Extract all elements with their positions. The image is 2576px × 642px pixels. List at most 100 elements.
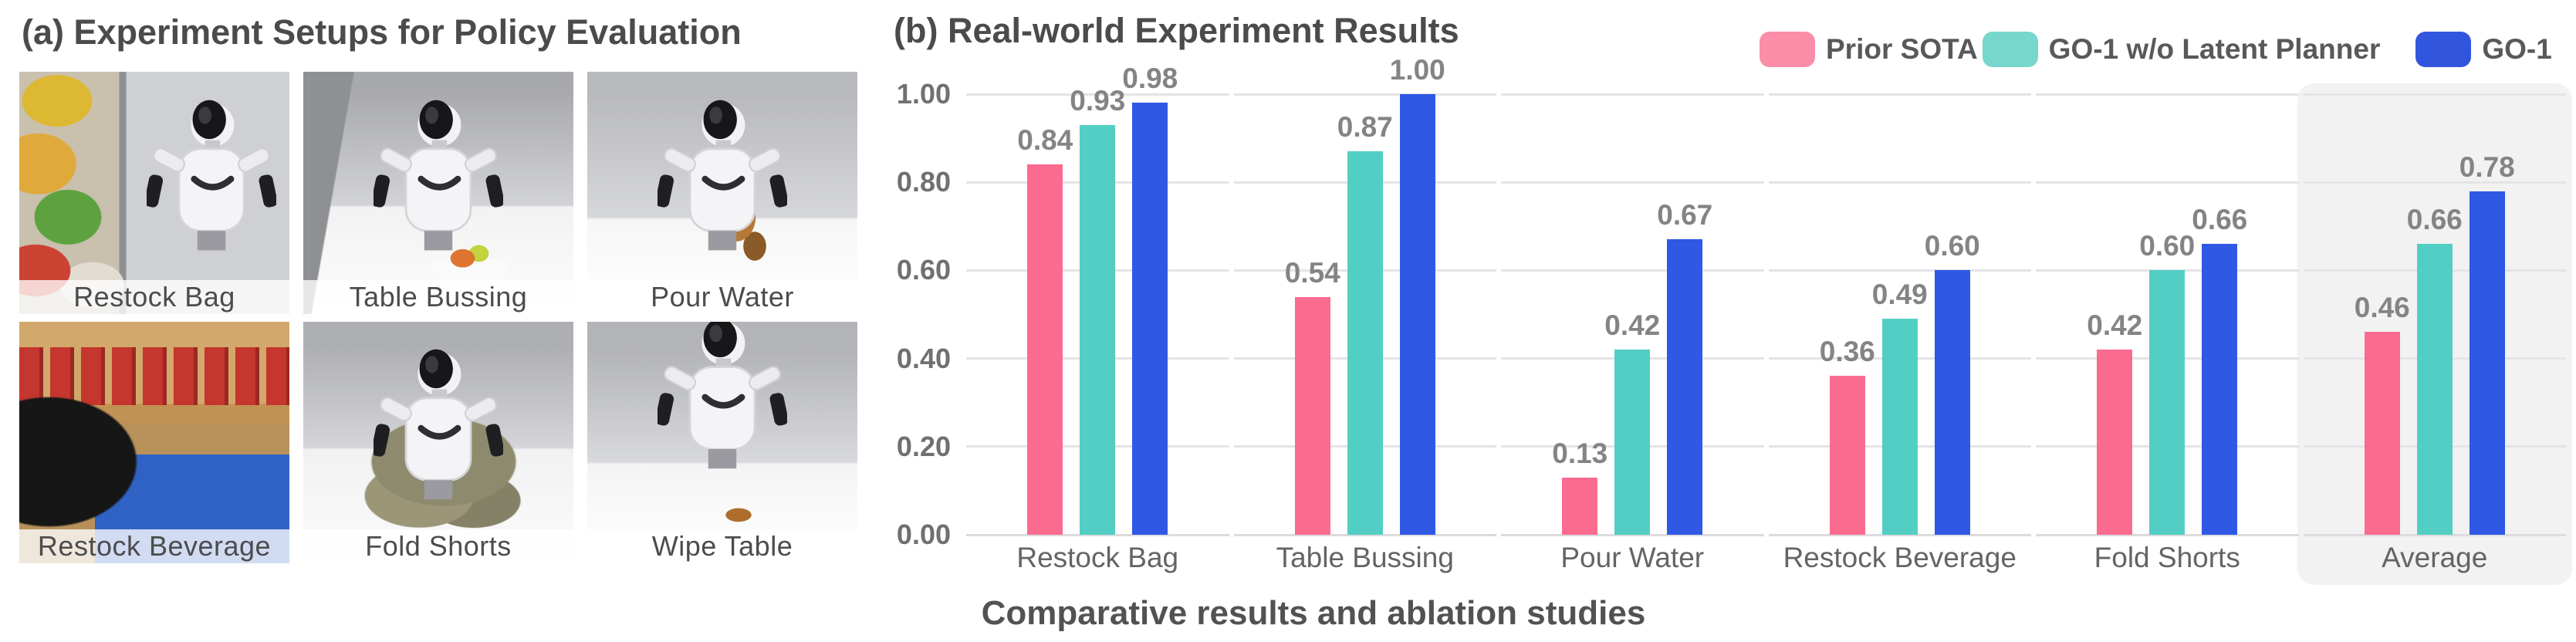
category-panel: 0.36 0.49 0.60 — [1768, 93, 2031, 536]
category-label: Fold Shorts — [2094, 542, 2240, 573]
bar — [1829, 376, 1865, 535]
bar-value-label: 0.60 — [2139, 230, 2196, 262]
photo-label: Restock Beverage — [19, 529, 289, 563]
bar-value-label: 0.66 — [2406, 204, 2463, 236]
section-b-title: (b) Real-world Experiment Results — [894, 11, 1459, 50]
bar — [1934, 270, 1970, 535]
experiment-photo-grid: Restock Bag Table Bussing Pour Water Restoc… — [19, 72, 857, 563]
robot-icon — [374, 84, 503, 263]
gridline — [966, 93, 1229, 96]
category-panel: 0.42 0.60 0.66 — [2036, 93, 2299, 536]
photo-label: Restock Bag — [19, 279, 289, 314]
bar — [2202, 244, 2238, 535]
photo-label: Pour Water — [587, 279, 857, 314]
category-panel: 0.84 0.93 0.98 — [966, 63, 1229, 536]
x-axis-line — [1768, 533, 2031, 536]
robot-icon — [374, 333, 503, 512]
bar — [1294, 296, 1330, 535]
bar — [1080, 124, 1116, 535]
photo-label: Fold Shorts — [303, 529, 573, 563]
x-axis-line — [2303, 533, 2566, 536]
gridline — [1768, 93, 2031, 96]
gridline — [2036, 269, 2299, 272]
gridline — [1768, 269, 2031, 272]
bar-value-label: 0.66 — [2192, 204, 2248, 236]
x-axis-line — [966, 533, 1229, 536]
experiment-photo: Restock Beverage — [19, 321, 289, 563]
gridline — [1501, 93, 1764, 96]
y-axis-tick: 1.00 — [896, 78, 951, 110]
category-label: Pour Water — [1560, 542, 1705, 573]
legend-swatch — [1760, 32, 1815, 67]
gridline — [1233, 93, 1496, 96]
bar-value-label: 0.42 — [1604, 309, 1661, 342]
bar — [2097, 350, 2133, 535]
experiment-photo: Wipe Table — [587, 321, 857, 563]
gridline — [2303, 93, 2566, 96]
gridline — [2036, 93, 2299, 96]
bar — [2469, 191, 2505, 535]
x-axis-line — [1233, 533, 1496, 536]
category-label: Table Bussing — [1276, 542, 1454, 573]
gridline — [2303, 181, 2566, 184]
experiment-photo: Pour Water — [587, 72, 857, 314]
gridline — [1768, 181, 2031, 184]
category-label: Restock Bag — [1016, 542, 1179, 573]
legend-label: Prior SOTA — [1826, 33, 1978, 65]
robot-icon — [658, 84, 787, 263]
legend-item: GO-1 w/o Latent Planner — [1982, 32, 2381, 67]
bar — [2149, 270, 2186, 535]
bar — [1347, 151, 1383, 535]
bar — [2364, 332, 2400, 535]
chart-caption: Comparative results and ablation studies — [981, 594, 1646, 632]
x-axis-line — [2036, 533, 2299, 536]
bar-value-label: 0.93 — [1070, 84, 1126, 117]
bar — [1881, 319, 1918, 535]
chart-legend: Prior SOTA GO-1 w/o Latent Planner GO-1 — [1760, 31, 2552, 68]
bar — [1399, 94, 1435, 535]
bar-value-label: 0.78 — [2459, 150, 2515, 183]
bar-value-label: 0.84 — [1017, 124, 1073, 157]
category-panel: 0.13 0.42 0.67 — [1501, 93, 1764, 536]
bar-value-label: 0.42 — [2087, 309, 2143, 342]
legend-item: GO-1 — [2415, 32, 2552, 67]
bar-value-label: 0.87 — [1337, 111, 1393, 144]
gridline — [2036, 181, 2299, 184]
bar — [1562, 477, 1598, 535]
robot-icon — [147, 84, 276, 263]
category-panel: 0.46 0.66 0.78 — [2303, 93, 2566, 536]
bar-value-label: 0.60 — [1924, 230, 1980, 262]
gridline — [1501, 181, 1764, 184]
category-panel: 0.54 0.87 1.00 — [1233, 54, 1496, 536]
legend-label: GO-1 — [2482, 33, 2552, 65]
y-axis-tick: 0.60 — [896, 254, 951, 286]
section-a-title: (a) Experiment Setups for Policy Evaluat… — [22, 12, 742, 52]
experiment-photo: Fold Shorts — [303, 321, 573, 563]
category-label: Average — [2382, 542, 2488, 573]
bar-value-label: 0.36 — [1819, 336, 1875, 368]
bar-value-label: 0.13 — [1552, 437, 1608, 469]
gridline — [1501, 269, 1764, 272]
legend-item: Prior SOTA — [1760, 32, 1978, 67]
photo-label: Wipe Table — [587, 529, 857, 563]
bar-value-label: 0.46 — [2354, 292, 2410, 324]
photo-label: Table Bussing — [303, 279, 573, 314]
x-axis-line — [1501, 533, 1764, 536]
bar — [1667, 239, 1703, 535]
experiment-photo: Restock Bag — [19, 72, 289, 314]
bar — [2416, 244, 2453, 535]
y-axis-tick: 0.20 — [896, 430, 951, 462]
bar-value-label: 0.98 — [1122, 63, 1178, 95]
robot-icon — [658, 322, 787, 496]
y-axis-tick: 0.40 — [896, 342, 951, 374]
bar — [1027, 164, 1063, 535]
category-label: Restock Beverage — [1783, 542, 2017, 573]
bar-value-label: 1.00 — [1389, 54, 1445, 86]
y-axis-tick: 0.80 — [896, 166, 951, 198]
legend-swatch — [1982, 32, 2038, 67]
bar — [1132, 103, 1168, 535]
legend-label: GO-1 w/o Latent Planner — [2048, 33, 2381, 65]
bar-value-label: 0.67 — [1657, 199, 1713, 231]
y-axis-tick: 0.00 — [896, 519, 951, 550]
